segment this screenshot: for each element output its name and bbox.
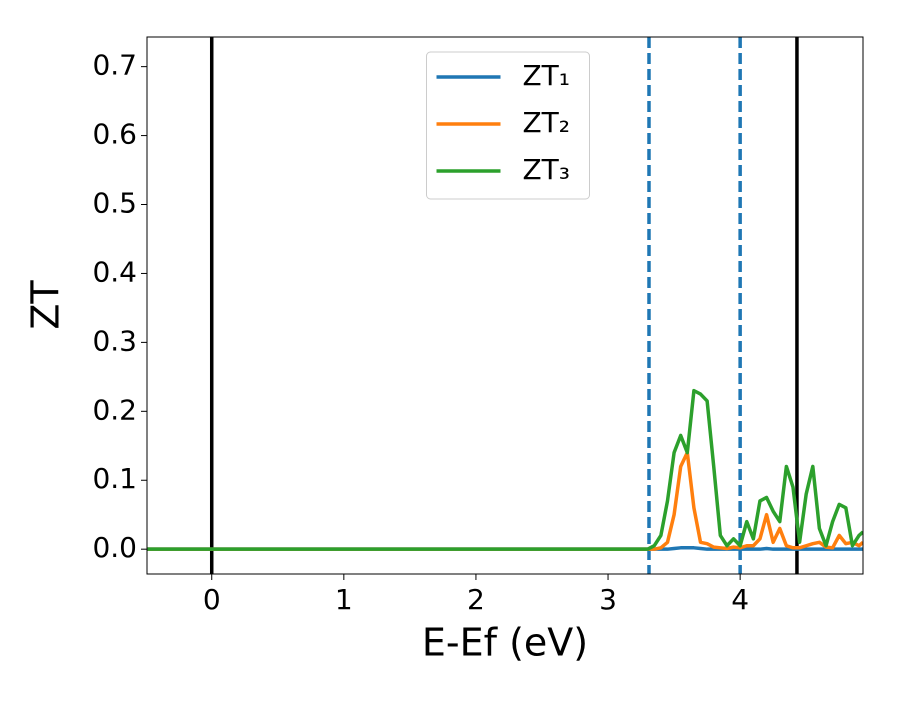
x-axis-label: E-Ef (eV)	[422, 621, 588, 665]
x-tick-label: 4	[731, 583, 749, 616]
legend-label: ZT₃	[523, 153, 571, 186]
y-tick-label: 0.1	[92, 462, 137, 495]
legend-label: ZT₂	[523, 106, 571, 139]
x-tick-label: 1	[335, 583, 353, 616]
y-tick-label: 0.4	[92, 255, 137, 288]
x-tick-label: 3	[599, 583, 617, 616]
y-tick-label: 0.6	[92, 118, 137, 151]
y-tick-label: 0.2	[92, 393, 137, 426]
y-tick-label: 0.5	[92, 187, 137, 220]
legend-frame	[426, 51, 590, 200]
y-tick-label: 0.7	[92, 49, 137, 82]
series-line	[147, 546, 863, 551]
series-line	[147, 388, 863, 551]
x-tick-label: 0	[203, 583, 221, 616]
legend-label: ZT₁	[523, 59, 571, 92]
series-line	[147, 450, 863, 551]
y-axis-label: ZT	[24, 280, 68, 330]
plot-frame	[146, 36, 864, 575]
y-tick-label: 0.3	[92, 324, 137, 357]
x-tick-label: 2	[467, 583, 485, 616]
y-tick-label: 0.0	[92, 531, 137, 564]
